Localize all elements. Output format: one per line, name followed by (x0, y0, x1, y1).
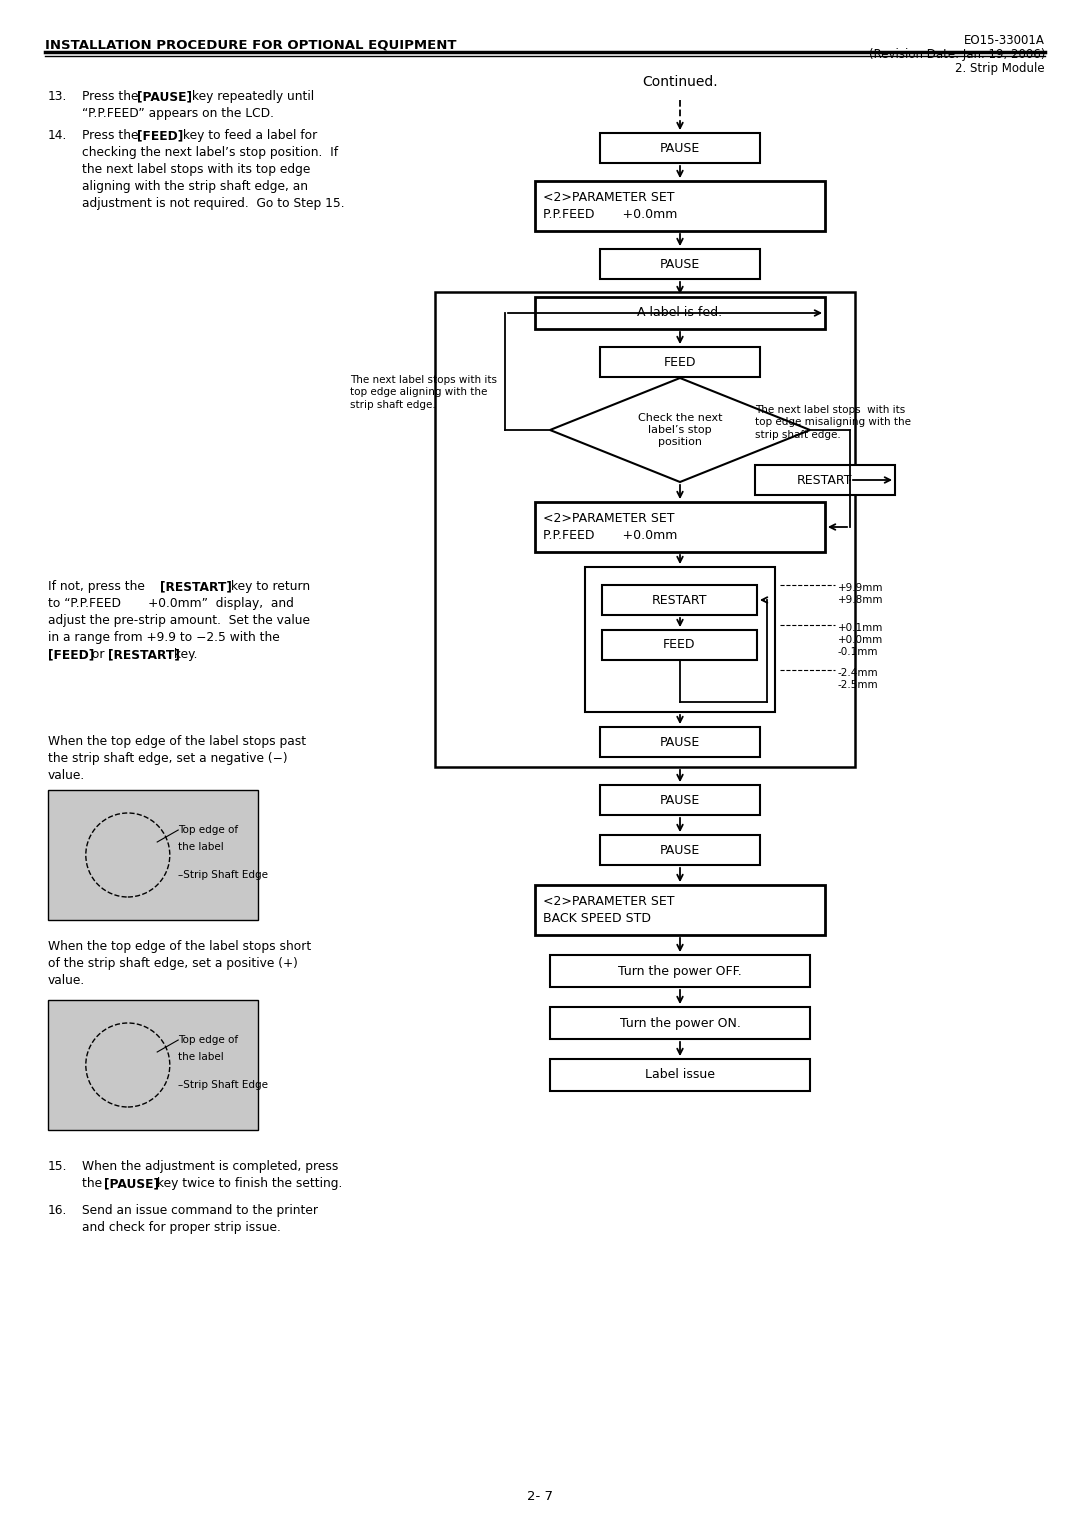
Bar (48, 999, 258, 1131)
Bar (535, 885, 825, 935)
Text: or: or (87, 648, 108, 662)
Text: Press the: Press the (82, 90, 143, 102)
Text: Send an issue command to the printer: Send an issue command to the printer (82, 1204, 318, 1216)
Text: Turn the power OFF.: Turn the power OFF. (618, 964, 742, 978)
Text: the label: the label (178, 842, 224, 853)
Text: Label issue: Label issue (645, 1068, 715, 1082)
Text: The next label stops  with its
top edge misaligning with the
strip shaft edge.: The next label stops with its top edge m… (755, 405, 912, 440)
Text: Top edge of: Top edge of (178, 1034, 239, 1045)
Text: PAUSE: PAUSE (660, 843, 700, 857)
Bar (600, 133, 760, 163)
Bar (435, 292, 855, 767)
Bar (535, 180, 825, 231)
Text: When the top edge of the label stops short: When the top edge of the label stops sho… (48, 940, 311, 953)
Text: Check the next
label’s stop
position: Check the next label’s stop position (638, 413, 723, 448)
Text: 14.: 14. (48, 128, 67, 142)
Text: value.: value. (48, 973, 85, 987)
Text: key.: key. (170, 648, 198, 662)
Text: to “P.P.FEED       +0.0mm”  display,  and: to “P.P.FEED +0.0mm” display, and (48, 597, 294, 610)
Text: 2- 7: 2- 7 (527, 1490, 553, 1504)
Text: If not, press the: If not, press the (48, 581, 149, 593)
Text: +0.1mm: +0.1mm (838, 623, 883, 633)
Text: Press the: Press the (82, 128, 143, 142)
Text: A label is fed.: A label is fed. (637, 307, 723, 319)
Text: FEED: FEED (663, 639, 696, 651)
Text: <2>PARAMETER SET
BACK SPEED STD: <2>PARAMETER SET BACK SPEED STD (543, 895, 675, 924)
Text: Top edge of: Top edge of (178, 825, 239, 834)
Bar (602, 585, 757, 614)
Bar (550, 1059, 810, 1091)
Text: in a range from +9.9 to −2.5 with the: in a range from +9.9 to −2.5 with the (48, 631, 280, 643)
Text: PAUSE: PAUSE (660, 793, 700, 807)
Bar (602, 630, 757, 660)
Text: [RESTART]: [RESTART] (160, 581, 232, 593)
Text: [PAUSE]: [PAUSE] (137, 90, 192, 102)
Text: PAUSE: PAUSE (660, 258, 700, 270)
Text: <2>PARAMETER SET
P.P.FEED       +0.0mm: <2>PARAMETER SET P.P.FEED +0.0mm (543, 512, 677, 542)
Text: of the strip shaft edge, set a positive (+): of the strip shaft edge, set a positive … (48, 957, 298, 970)
Text: RESTART: RESTART (797, 474, 853, 486)
Text: key twice to finish the setting.: key twice to finish the setting. (153, 1177, 342, 1190)
Bar (755, 465, 895, 495)
Text: -0.1mm: -0.1mm (838, 646, 878, 657)
Text: +9.8mm: +9.8mm (838, 594, 883, 605)
Text: -2.5mm: -2.5mm (838, 680, 879, 691)
Text: value.: value. (48, 769, 85, 782)
Text: key to return: key to return (227, 581, 310, 593)
Text: aligning with the strip shaft edge, an: aligning with the strip shaft edge, an (82, 180, 308, 193)
Text: 16.: 16. (48, 1204, 67, 1216)
Text: 13.: 13. (48, 90, 67, 102)
Bar (600, 347, 760, 377)
Text: “P.P.FEED” appears on the LCD.: “P.P.FEED” appears on the LCD. (82, 107, 274, 121)
Text: –Strip Shaft Edge: –Strip Shaft Edge (178, 1080, 268, 1089)
Text: PAUSE: PAUSE (660, 142, 700, 154)
Text: the label: the label (178, 1051, 224, 1062)
Text: FEED: FEED (664, 356, 697, 368)
Text: <2>PARAMETER SET
P.P.FEED       +0.0mm: <2>PARAMETER SET P.P.FEED +0.0mm (543, 191, 677, 222)
Bar (600, 727, 760, 756)
Text: the strip shaft edge, set a negative (−): the strip shaft edge, set a negative (−) (48, 752, 287, 766)
Text: The next label stops with its
top edge aligning with the
strip shaft edge.: The next label stops with its top edge a… (350, 374, 497, 410)
Text: INSTALLATION PROCEDURE FOR OPTIONAL EQUIPMENT: INSTALLATION PROCEDURE FOR OPTIONAL EQUI… (45, 38, 457, 50)
Text: key to feed a label for: key to feed a label for (179, 128, 318, 142)
Text: PAUSE: PAUSE (660, 735, 700, 749)
Bar (600, 834, 760, 865)
Bar (585, 567, 775, 712)
Text: checking the next label’s stop position.  If: checking the next label’s stop position.… (82, 147, 338, 159)
Text: [RESTART]: [RESTART] (108, 648, 180, 662)
Polygon shape (550, 377, 810, 481)
Text: When the adjustment is completed, press: When the adjustment is completed, press (82, 1160, 338, 1174)
Text: adjustment is not required.  Go to Step 15.: adjustment is not required. Go to Step 1… (82, 197, 345, 209)
Text: RESTART: RESTART (651, 593, 707, 607)
Bar (600, 249, 760, 280)
Text: [FEED]: [FEED] (48, 648, 94, 662)
Text: -2.4mm: -2.4mm (838, 668, 879, 678)
Text: key repeatedly until: key repeatedly until (188, 90, 314, 102)
Bar (535, 503, 825, 552)
Text: adjust the pre-strip amount.  Set the value: adjust the pre-strip amount. Set the val… (48, 614, 310, 626)
Text: +0.0mm: +0.0mm (838, 636, 883, 645)
Text: (Revision Date: Jan. 19, 2006): (Revision Date: Jan. 19, 2006) (868, 47, 1045, 61)
Bar (48, 790, 258, 920)
Text: When the top edge of the label stops past: When the top edge of the label stops pas… (48, 735, 306, 749)
Text: EO15-33001A: EO15-33001A (964, 34, 1045, 47)
Text: 2. Strip Module: 2. Strip Module (956, 63, 1045, 75)
Bar (550, 1007, 810, 1039)
Text: and check for proper strip issue.: and check for proper strip issue. (82, 1221, 281, 1235)
Bar (535, 296, 825, 329)
Text: [FEED]: [FEED] (137, 128, 184, 142)
Text: –Strip Shaft Edge: –Strip Shaft Edge (178, 869, 268, 880)
Bar (550, 955, 810, 987)
Text: Turn the power ON.: Turn the power ON. (620, 1016, 741, 1030)
Bar (600, 785, 760, 814)
Text: [PAUSE]: [PAUSE] (104, 1177, 159, 1190)
Text: +9.9mm: +9.9mm (838, 584, 883, 593)
Text: the: the (82, 1177, 106, 1190)
Text: Continued.: Continued. (643, 75, 718, 89)
Text: the next label stops with its top edge: the next label stops with its top edge (82, 163, 310, 176)
Text: 15.: 15. (48, 1160, 67, 1174)
